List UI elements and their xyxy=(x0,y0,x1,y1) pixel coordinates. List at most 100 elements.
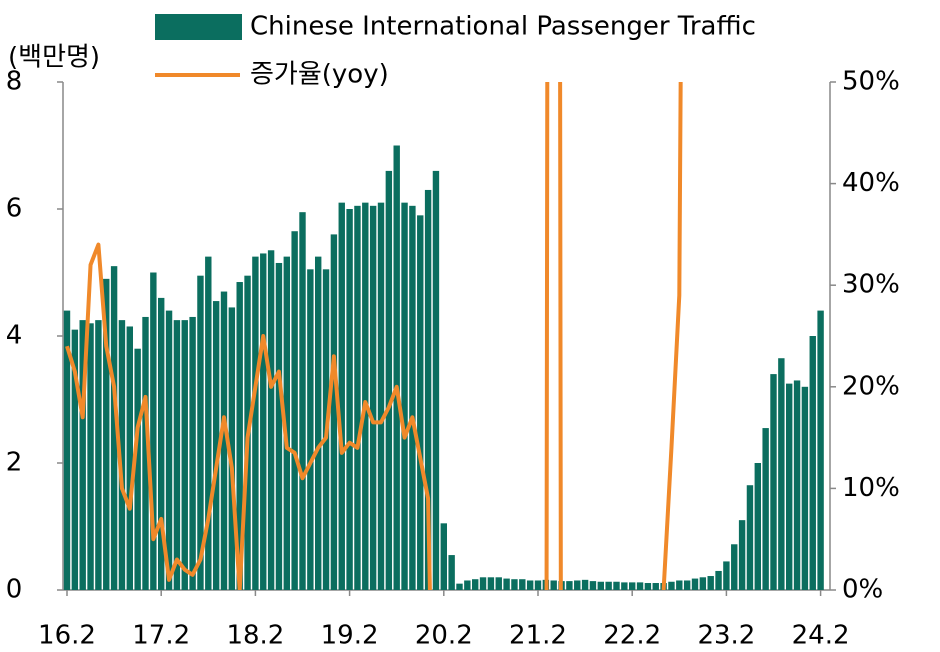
bar xyxy=(346,209,353,590)
bar xyxy=(495,577,502,590)
x-tick-label: 24.2 xyxy=(792,621,850,651)
y-tick-label: 4 xyxy=(6,321,23,351)
y2-tick-label: 10% xyxy=(842,473,900,503)
y2-tick-label: 0% xyxy=(842,575,883,605)
bar xyxy=(723,561,730,590)
y2-tick-label: 40% xyxy=(842,168,900,198)
x-tick-label: 19.2 xyxy=(321,621,379,651)
bar xyxy=(456,583,463,590)
bar xyxy=(715,570,722,590)
bar xyxy=(479,577,487,590)
bar xyxy=(793,380,801,590)
bar xyxy=(801,386,809,590)
bar xyxy=(275,262,283,590)
bar xyxy=(817,310,824,590)
y-tick-label: 6 xyxy=(6,194,23,224)
bar xyxy=(566,581,573,590)
bar xyxy=(63,310,71,590)
bar xyxy=(212,301,220,590)
bar xyxy=(330,234,338,590)
legend-swatch xyxy=(155,14,242,40)
bar xyxy=(142,316,149,590)
bar xyxy=(354,205,361,590)
bar xyxy=(87,323,94,590)
bar xyxy=(597,581,604,590)
bar xyxy=(754,463,761,590)
bar xyxy=(95,320,102,590)
bar xyxy=(526,580,534,590)
bar xyxy=(621,582,628,590)
bar xyxy=(181,320,188,590)
bar xyxy=(197,275,204,590)
bar xyxy=(401,202,408,590)
bar xyxy=(636,582,644,590)
bar xyxy=(189,316,196,590)
bar xyxy=(464,580,471,590)
bar xyxy=(809,336,816,590)
bar xyxy=(534,580,542,590)
bar xyxy=(307,269,314,590)
bar xyxy=(605,581,612,590)
bar xyxy=(236,282,243,590)
x-tick-label: 18.2 xyxy=(226,621,284,651)
x-tick-label: 22.2 xyxy=(603,621,661,651)
bar xyxy=(283,256,290,590)
bar xyxy=(550,580,557,590)
bar xyxy=(574,580,581,590)
bar xyxy=(205,256,212,590)
x-tick-label: 17.2 xyxy=(132,621,190,651)
bar xyxy=(393,145,400,590)
bar xyxy=(731,544,738,590)
bar xyxy=(511,579,518,590)
bar xyxy=(252,256,259,590)
x-tick-label: 16.2 xyxy=(38,621,96,651)
bar xyxy=(440,523,447,590)
bar xyxy=(110,266,118,590)
bar xyxy=(707,576,714,590)
x-tick-label: 23.2 xyxy=(697,621,755,651)
bar xyxy=(613,581,620,590)
bar xyxy=(71,329,79,590)
bar xyxy=(409,205,416,590)
bar xyxy=(220,291,228,590)
bar xyxy=(746,485,754,590)
y2-tick-label: 50% xyxy=(842,67,900,97)
bar xyxy=(158,297,165,590)
line xyxy=(65,82,683,590)
bar xyxy=(770,374,777,590)
bar xyxy=(299,212,306,590)
bar xyxy=(448,555,455,590)
bar xyxy=(134,348,141,590)
legend-label: Chinese International Passenger Traffic xyxy=(250,12,756,42)
bar xyxy=(362,202,369,590)
bar xyxy=(432,170,440,590)
y-axis-title: (백만명) xyxy=(8,43,100,73)
bar xyxy=(377,202,385,590)
bar xyxy=(417,215,424,590)
bar xyxy=(369,205,377,590)
bar xyxy=(260,253,267,590)
bar xyxy=(487,577,495,590)
bar xyxy=(589,581,597,590)
y2-tick-label: 20% xyxy=(842,371,900,401)
bar xyxy=(291,231,298,590)
bar xyxy=(118,320,126,590)
x-tick-label: 20.2 xyxy=(415,621,473,651)
bar xyxy=(79,320,86,590)
bar xyxy=(738,520,746,590)
bar xyxy=(683,580,691,590)
bar xyxy=(126,326,133,590)
bar xyxy=(150,272,157,590)
y2-tick-label: 30% xyxy=(842,270,900,300)
bar xyxy=(652,583,659,590)
bar xyxy=(699,577,707,590)
bar xyxy=(424,189,432,590)
bar xyxy=(267,250,275,590)
bar xyxy=(315,256,322,590)
bar xyxy=(668,581,675,590)
bar xyxy=(173,320,181,590)
bar xyxy=(691,578,699,590)
bar xyxy=(385,170,393,590)
x-tick-label: 21.2 xyxy=(509,621,567,651)
